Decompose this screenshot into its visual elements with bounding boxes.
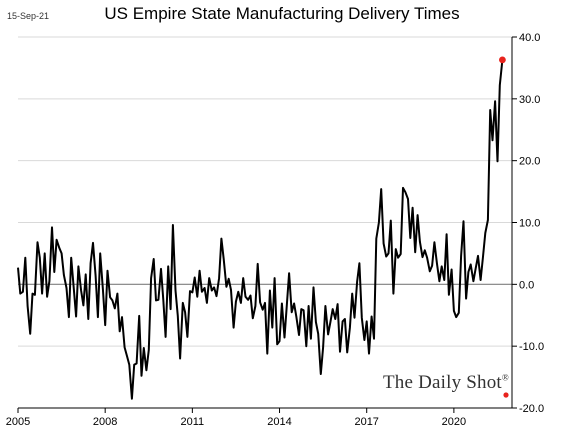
date-label: 15-Sep-21	[7, 11, 50, 21]
brand-dot	[503, 392, 509, 398]
y-tick-label: 0.0	[519, 279, 534, 291]
y-tick-label: 20.0	[519, 156, 540, 168]
y-tick-label: 10.0	[519, 218, 540, 230]
grid-lines	[18, 36, 512, 347]
y-tick-label: -10.0	[519, 341, 544, 353]
x-tick-label: 2011	[181, 416, 205, 428]
y-tick-labels: 40.0 30.0 20.0 10.0 0.0 -10.0 -20.0	[519, 32, 544, 415]
markers	[499, 56, 509, 398]
x-tick-label: 2014	[267, 416, 291, 428]
y-tick-label: -20.0	[519, 403, 544, 415]
y-tick-label: 30.0	[519, 94, 540, 106]
x-tick-labels: 2005 2008 2011 2014 2017 2020	[6, 416, 466, 428]
chart-title: US Empire State Manufacturing Delivery T…	[104, 4, 460, 23]
series-group	[17, 59, 504, 400]
x-tick-label: 2005	[6, 416, 30, 428]
axes	[17, 36, 517, 413]
brand-logo: The Daily Shot®	[383, 372, 509, 394]
x-tick-label: 2017	[354, 416, 378, 428]
x-tick-label: 2008	[93, 416, 117, 428]
last-point-marker	[499, 56, 506, 64]
brand-mark: ®	[501, 372, 509, 383]
x-tick-label: 2020	[442, 416, 466, 428]
brand-name: The Daily Shot	[383, 372, 502, 393]
series-line	[17, 59, 504, 400]
y-tick-label: 40.0	[519, 32, 540, 44]
